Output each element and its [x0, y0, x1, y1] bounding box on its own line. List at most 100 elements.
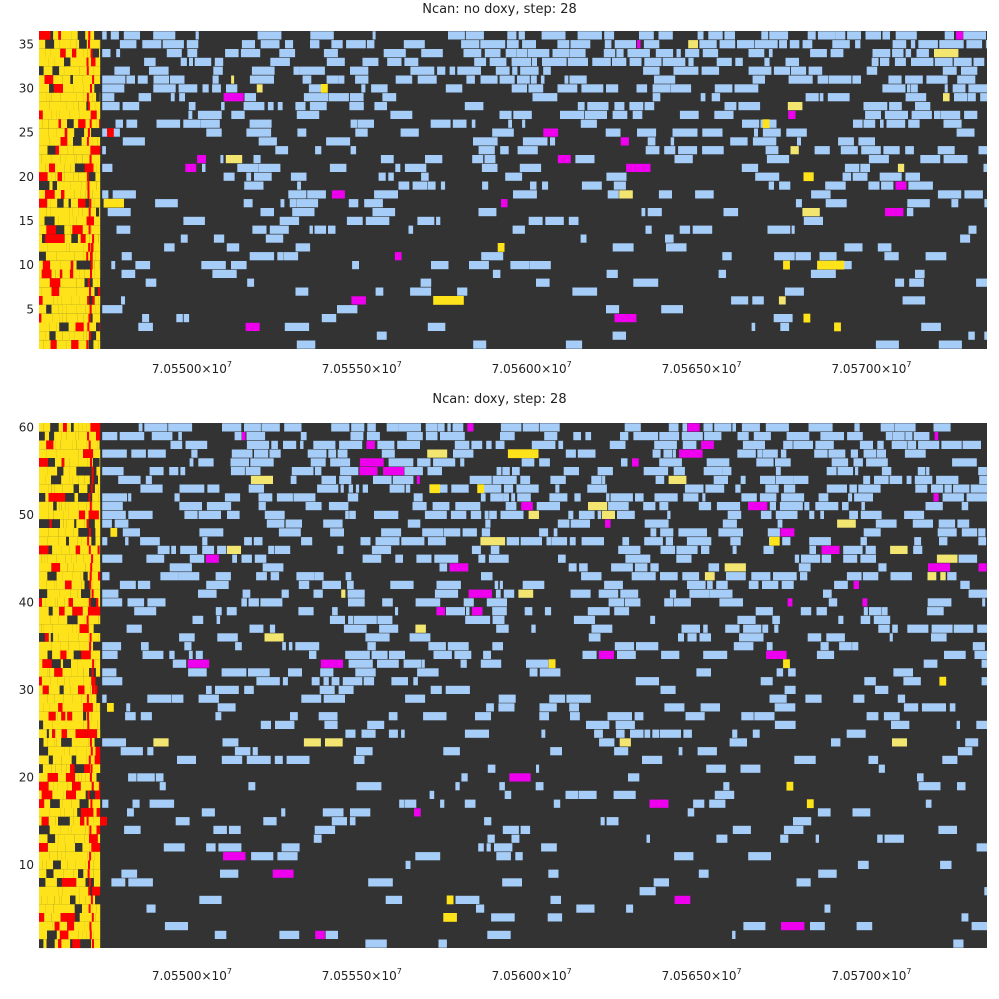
heatmap-cell	[68, 641, 80, 651]
heatmap-cell	[762, 128, 781, 137]
heatmap-cell	[99, 48, 101, 58]
heatmap-cell	[511, 57, 532, 66]
heatmap-cell	[49, 92, 52, 102]
heatmap-cell	[783, 440, 793, 449]
heatmap-cell	[70, 764, 75, 774]
heatmap-cell	[427, 537, 446, 546]
heatmap-cell	[67, 119, 74, 129]
heatmap-cell	[75, 843, 83, 852]
heatmap-cell	[632, 458, 639, 467]
heatmap-cell	[232, 554, 237, 563]
heatmap-cell	[345, 729, 356, 738]
heatmap-cell	[159, 782, 166, 791]
heatmap-cell	[915, 102, 931, 111]
heatmap-cell	[314, 572, 324, 581]
heatmap-cell	[942, 66, 957, 75]
heatmap-cell	[695, 528, 707, 537]
heatmap-cell	[486, 843, 491, 852]
heatmap-cell	[70, 685, 78, 695]
heatmap-cell	[50, 676, 58, 686]
heatmap-cell	[597, 510, 601, 519]
heatmap-cell	[658, 190, 672, 199]
heatmap-cell	[47, 145, 56, 155]
heatmap-cell	[550, 475, 566, 484]
heatmap-cell	[807, 31, 816, 40]
heatmap-cell	[39, 545, 49, 555]
heatmap-cell	[399, 423, 421, 432]
heatmap-cell	[284, 322, 310, 331]
heatmap-cell	[73, 75, 83, 84]
heatmap-cell	[825, 199, 847, 208]
x-tick-label: 7.05700×107	[831, 967, 911, 983]
heatmap-cell	[512, 225, 525, 234]
heatmap-cell	[821, 545, 840, 554]
heatmap-cell	[956, 31, 964, 40]
heatmap-cell	[149, 799, 175, 808]
heatmap-cell	[894, 57, 906, 66]
heatmap-cell	[59, 606, 62, 616]
heatmap-cell	[859, 440, 873, 449]
heatmap-cell	[351, 296, 366, 305]
heatmap-cell	[339, 440, 363, 449]
heatmap-cell	[60, 860, 68, 870]
heatmap-cell	[97, 278, 101, 288]
heatmap-cell	[697, 747, 717, 756]
heatmap-cell	[878, 764, 885, 773]
heatmap-cell	[539, 668, 561, 677]
heatmap-cell	[67, 921, 75, 931]
heatmap-cell	[714, 423, 732, 432]
heatmap-cell	[307, 449, 327, 458]
heatmap-cell	[50, 589, 60, 599]
heatmap-cell	[605, 128, 621, 137]
heatmap-cell	[644, 102, 655, 111]
heatmap-cell	[92, 75, 95, 84]
heatmap-cell	[83, 84, 95, 93]
heatmap-cell	[141, 642, 149, 651]
heatmap-cell	[39, 181, 50, 190]
heatmap-cell	[189, 458, 194, 467]
heatmap-cell	[954, 93, 968, 102]
heatmap-cell	[569, 703, 579, 712]
heatmap-cell	[73, 260, 77, 270]
heatmap-cell	[714, 790, 735, 799]
heatmap-cell	[116, 49, 121, 58]
heatmap-cell	[39, 207, 47, 217]
heatmap-cell	[89, 287, 91, 296]
heatmap-cell	[87, 790, 90, 800]
heatmap-cell	[660, 545, 676, 554]
heatmap-cell	[655, 49, 674, 58]
heatmap-cell	[82, 75, 93, 84]
heatmap-cell	[645, 146, 660, 155]
heatmap-cell	[581, 181, 602, 190]
heatmap-cell	[63, 694, 73, 704]
heatmap-cell	[718, 269, 726, 278]
heatmap-cell	[376, 331, 387, 340]
heatmap-cell	[39, 755, 49, 765]
heatmap-cell	[91, 799, 100, 809]
heatmap-cell	[67, 449, 79, 459]
heatmap-cell	[125, 537, 129, 546]
heatmap-cell	[245, 322, 260, 331]
heatmap-cell	[608, 502, 629, 511]
heatmap-cell	[614, 102, 625, 111]
heatmap-cell	[39, 738, 44, 747]
heatmap-cell	[93, 860, 100, 870]
heatmap-cell	[621, 458, 628, 467]
heatmap-cell	[565, 790, 579, 799]
heatmap-cell	[76, 519, 85, 529]
heatmap-cell	[96, 322, 100, 332]
heatmap-cell	[917, 467, 926, 476]
heatmap-cell	[678, 633, 684, 642]
heatmap-cell	[585, 110, 607, 119]
heatmap-cell	[39, 57, 49, 67]
heatmap-cell	[471, 440, 483, 449]
heatmap-cell	[67, 720, 78, 730]
heatmap-cell	[705, 484, 725, 493]
heatmap-cell	[497, 243, 505, 252]
heatmap-cell	[49, 808, 53, 817]
heatmap-cell	[455, 502, 481, 511]
heatmap-cell	[647, 208, 662, 217]
heatmap-cell	[655, 475, 665, 484]
heatmap-cell	[48, 119, 59, 129]
heatmap-cell	[499, 580, 503, 589]
